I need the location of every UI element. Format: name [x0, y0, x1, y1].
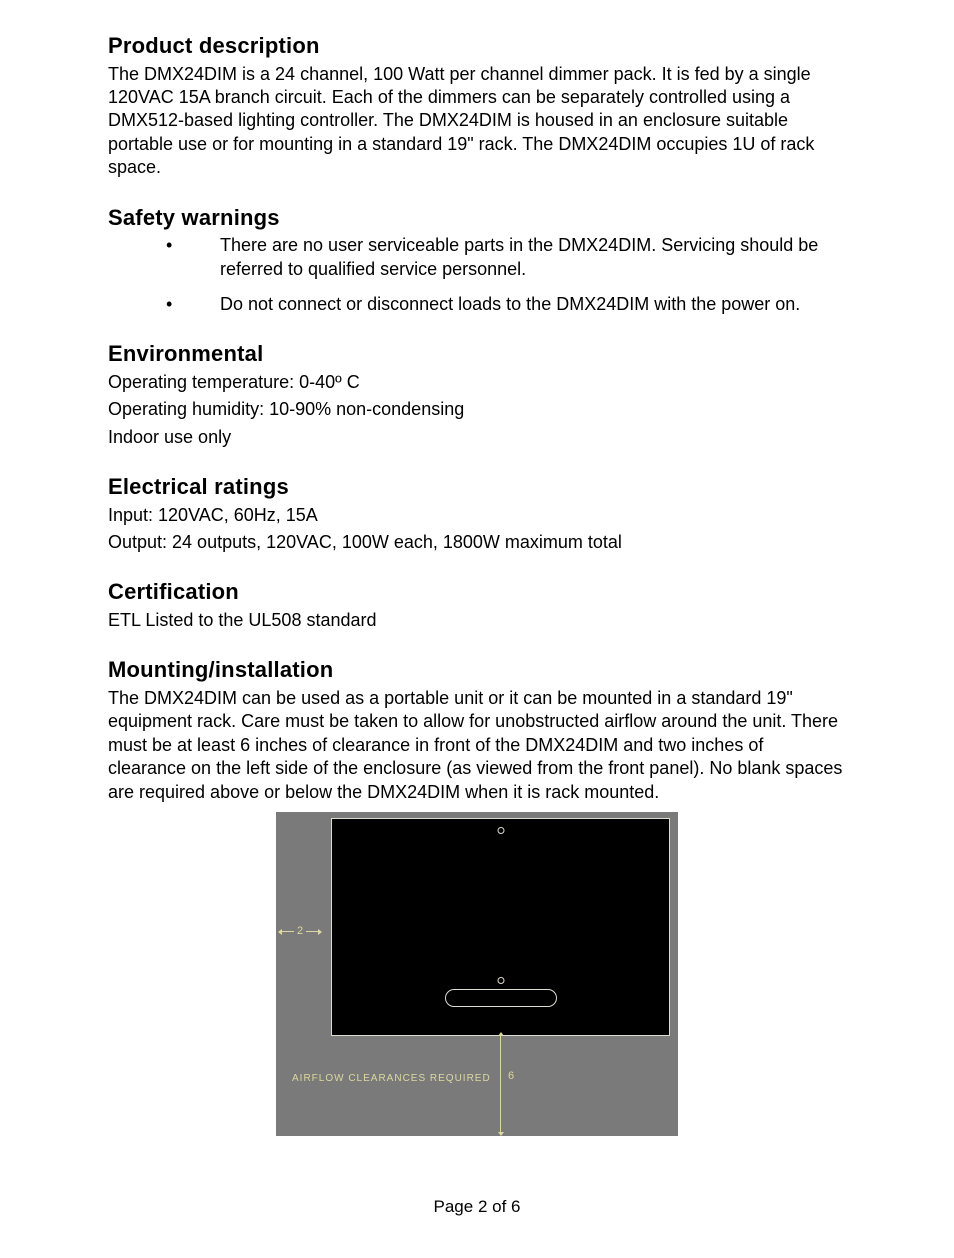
text-elec-line: Input: 120VAC, 60Hz, 15A [108, 504, 846, 527]
dimension-left: 2 [282, 924, 318, 938]
clearance-diagram: 2 6 AIRFLOW CLEARANCES REQUIRED [276, 812, 678, 1136]
heading-certification: Certification [108, 578, 846, 607]
text-env-line: Indoor use only [108, 426, 846, 449]
list-item: Do not connect or disconnect loads to th… [166, 293, 846, 316]
heading-mounting-installation: Mounting/installation [108, 656, 846, 685]
handle-slot [445, 989, 557, 1007]
screw-icon [497, 827, 504, 834]
paragraph-certification: ETL Listed to the UL508 standard [108, 609, 846, 632]
arrow-right-icon [306, 931, 318, 932]
text-elec-line: Output: 24 outputs, 120VAC, 100W each, 1… [108, 531, 846, 554]
label-airflow-clearances: AIRFLOW CLEARANCES REQUIRED [292, 1072, 491, 1085]
paragraph-product-description: The DMX24DIM is a 24 channel, 100 Watt p… [108, 63, 846, 180]
text-env-line: Operating humidity: 10-90% non-condensin… [108, 398, 846, 421]
screw-icon [497, 977, 504, 984]
heading-electrical-ratings: Electrical ratings [108, 473, 846, 502]
text-env-line: Operating temperature: 0-40º C [108, 371, 846, 394]
heading-environmental: Environmental [108, 340, 846, 369]
page-footer: Page 2 of 6 [108, 1196, 846, 1218]
arrow-left-icon [282, 931, 294, 932]
heading-product-description: Product description [108, 32, 846, 61]
paragraph-mounting-installation: The DMX24DIM can be used as a portable u… [108, 687, 846, 804]
list-safety-warnings: There are no user serviceable parts in t… [108, 234, 846, 316]
dimension-front-arrow [500, 1036, 501, 1132]
unit-outline [331, 818, 670, 1036]
list-item: There are no user serviceable parts in t… [166, 234, 846, 281]
dimension-left-value: 2 [297, 924, 303, 938]
dimension-front-value: 6 [508, 1069, 514, 1083]
heading-safety-warnings: Safety warnings [108, 204, 846, 233]
